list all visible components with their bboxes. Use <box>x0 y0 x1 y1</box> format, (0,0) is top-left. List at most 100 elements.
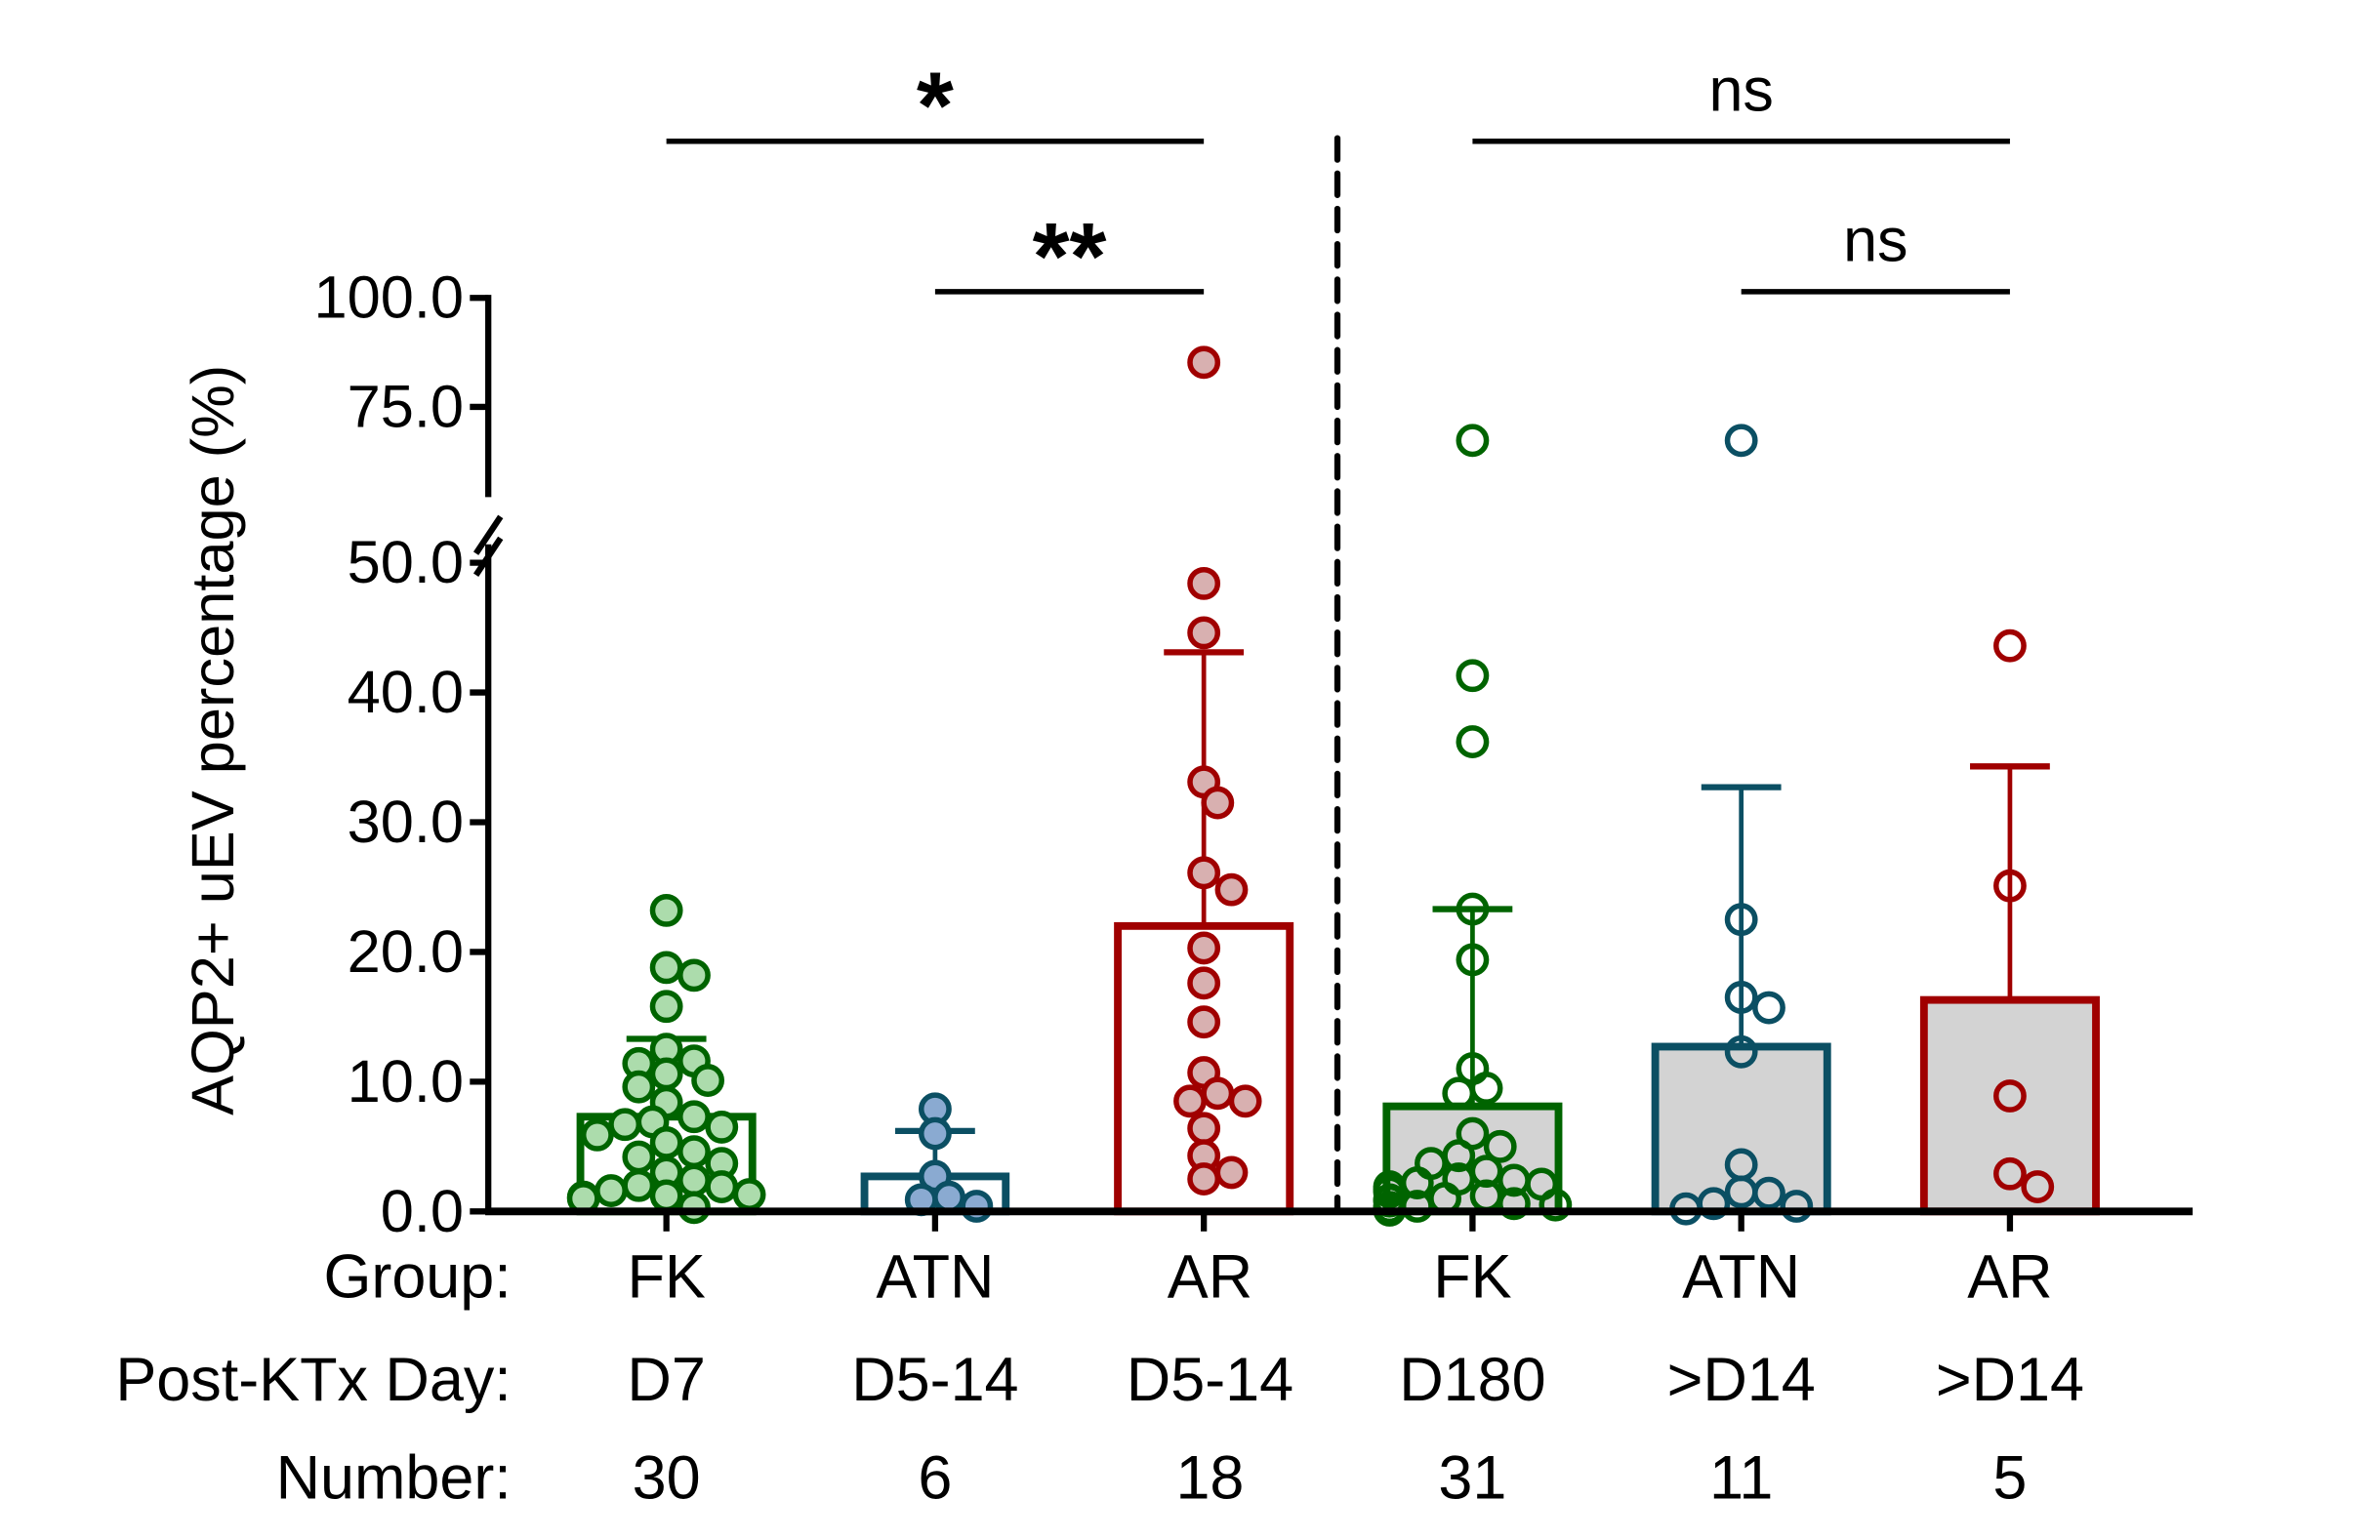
significance-label: ns <box>1708 56 1773 124</box>
y-tick-label: 30.0 <box>348 789 464 856</box>
y-tick-label: 10.0 <box>348 1048 464 1115</box>
data-point <box>1187 1005 1221 1039</box>
axis-break-mark <box>472 536 504 577</box>
data-point <box>1539 1188 1573 1222</box>
data-point <box>1214 1155 1249 1190</box>
data-point <box>1752 1176 1785 1210</box>
category-day-label: >D14 <box>1936 1346 2084 1414</box>
data-point <box>580 1117 614 1152</box>
data-point <box>1993 628 2027 663</box>
category-number-label: 18 <box>1175 1444 1244 1513</box>
data-point <box>1187 966 1221 1000</box>
data-point <box>1187 1112 1221 1146</box>
category-group-label: AR <box>1967 1242 2052 1311</box>
data-point <box>705 1110 739 1144</box>
data-point <box>960 1190 994 1223</box>
data-point <box>732 1178 766 1211</box>
y-axis-title: AQP2+ uEV percentage (%) <box>180 365 247 1115</box>
data-point <box>1187 856 1221 890</box>
data-point <box>1469 1072 1503 1105</box>
y-tick-label: 50.0 <box>348 529 464 596</box>
data-point <box>649 893 683 927</box>
y-tick-label: 100.0 <box>314 264 464 332</box>
data-point <box>1187 566 1221 600</box>
x-axis <box>485 1207 2194 1232</box>
data-point <box>1993 1079 2027 1113</box>
data-point <box>1187 931 1221 965</box>
data-point <box>677 1100 711 1134</box>
category-day-label: D5-14 <box>1127 1346 1293 1414</box>
data-point <box>677 1163 711 1197</box>
category-day-label: D180 <box>1399 1346 1545 1414</box>
row-label-group: Group: <box>323 1242 511 1311</box>
significance-label: * <box>917 53 954 159</box>
category-number-label: 11 <box>1709 1444 1773 1513</box>
data-point <box>1456 943 1490 977</box>
data-point <box>1993 869 2027 903</box>
data-point <box>691 1064 725 1097</box>
category-day-label: D5-14 <box>851 1346 1018 1414</box>
bar-4 <box>1651 1042 1831 1216</box>
data-point <box>622 1140 656 1174</box>
data-point <box>1456 659 1490 693</box>
data-point <box>1483 1129 1517 1163</box>
data-point <box>2021 1170 2055 1203</box>
category-number-label: 6 <box>918 1444 952 1513</box>
y-tick-label: 20.0 <box>348 918 464 986</box>
data-point <box>1752 991 1785 1025</box>
data-point <box>649 990 683 1024</box>
row-label-day: Post-KTx Day: <box>115 1346 511 1414</box>
category-group-label: FK <box>627 1242 705 1311</box>
data-point <box>1456 892 1490 926</box>
category-number-label: 30 <box>633 1444 701 1513</box>
significance-label: ** <box>1033 203 1107 309</box>
data-point <box>677 958 711 993</box>
data-point <box>595 1174 628 1207</box>
axis-break-mark <box>472 514 504 555</box>
data-point <box>918 1116 952 1151</box>
data-point <box>1201 786 1235 820</box>
category-group-label: AR <box>1168 1242 1252 1311</box>
data-point <box>608 1108 642 1142</box>
data-point <box>705 1170 739 1203</box>
y-ticks: 0.0 10.0 20.0 30.0 40.0 50.0 75.0 100.0 <box>314 264 489 1245</box>
data-point <box>1187 345 1221 380</box>
data-point <box>1442 1076 1476 1111</box>
data-point <box>677 1135 711 1169</box>
data-point <box>649 951 683 985</box>
y-tick-label: 40.0 <box>348 659 464 726</box>
category-group-label: ATN <box>1682 1242 1800 1311</box>
category-group-label: ATN <box>876 1242 994 1311</box>
data-point <box>1993 1156 2027 1191</box>
category-number-label: 31 <box>1438 1444 1506 1513</box>
data-point <box>1724 1034 1758 1069</box>
significance-label: ns <box>1843 206 1908 274</box>
data-point <box>649 1125 683 1159</box>
data-point <box>1456 725 1490 758</box>
data-point <box>1724 424 1758 458</box>
data-point <box>622 1070 656 1104</box>
row-label-number: Number: <box>276 1444 512 1513</box>
category-number-label: 5 <box>1992 1444 2027 1513</box>
data-point <box>932 1180 965 1214</box>
data-point <box>622 1168 656 1202</box>
category-day-label: >D14 <box>1667 1346 1816 1414</box>
bar-5 <box>1919 995 2100 1216</box>
data-point <box>1214 872 1249 907</box>
data-point <box>1724 903 1758 937</box>
category-labels: Group: Post-KTx Day: Number: FK D7 30 ATN D5… <box>115 1242 2084 1512</box>
data-point <box>1201 1076 1235 1111</box>
y-axis <box>472 295 504 1215</box>
category-group-label: FK <box>1433 1242 1511 1311</box>
data-point <box>649 1179 683 1213</box>
data-point <box>1456 424 1490 458</box>
data-point <box>1228 1084 1262 1118</box>
y-tick-label: 0.0 <box>381 1178 464 1245</box>
data-point <box>1724 981 1758 1014</box>
data-point <box>1173 1084 1207 1118</box>
category-day-label: D7 <box>627 1346 705 1414</box>
data-point <box>677 1191 711 1225</box>
data-point <box>649 1057 683 1091</box>
